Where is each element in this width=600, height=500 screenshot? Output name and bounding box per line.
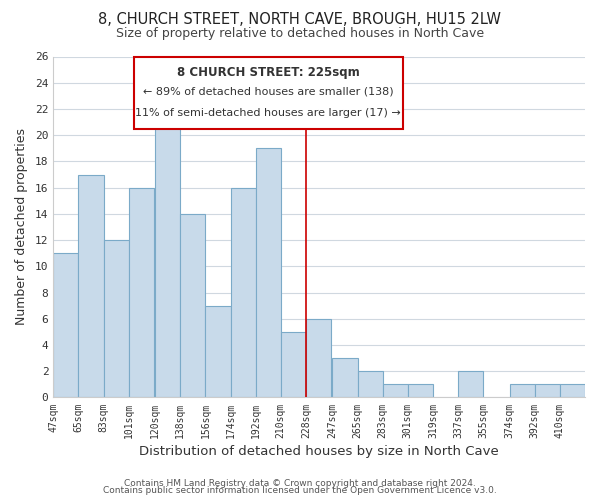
Bar [180,214,205,398]
Text: Size of property relative to detached houses in North Cave: Size of property relative to detached ho… [116,28,484,40]
X-axis label: Distribution of detached houses by size in North Cave: Distribution of detached houses by size … [139,444,499,458]
Bar [281,332,306,398]
Bar [306,319,331,398]
Text: 11% of semi-detached houses are larger (17) →: 11% of semi-detached houses are larger (… [136,108,401,118]
Bar [79,174,104,398]
Bar [256,148,281,398]
Bar [458,371,483,398]
Bar [560,384,585,398]
Bar [128,188,154,398]
FancyBboxPatch shape [134,56,403,128]
Bar [155,109,180,398]
Bar [509,384,535,398]
Bar [358,371,383,398]
Bar [535,384,560,398]
Bar [53,253,79,398]
Text: ← 89% of detached houses are smaller (138): ← 89% of detached houses are smaller (13… [143,86,394,96]
Bar [332,358,358,398]
Bar [408,384,433,398]
Text: 8, CHURCH STREET, NORTH CAVE, BROUGH, HU15 2LW: 8, CHURCH STREET, NORTH CAVE, BROUGH, HU… [98,12,502,28]
Bar [205,306,230,398]
Text: Contains HM Land Registry data © Crown copyright and database right 2024.: Contains HM Land Registry data © Crown c… [124,478,476,488]
Text: Contains public sector information licensed under the Open Government Licence v3: Contains public sector information licen… [103,486,497,495]
Text: 8 CHURCH STREET: 225sqm: 8 CHURCH STREET: 225sqm [177,66,359,79]
Bar [230,188,256,398]
Bar [104,240,128,398]
Y-axis label: Number of detached properties: Number of detached properties [15,128,28,326]
Bar [383,384,408,398]
